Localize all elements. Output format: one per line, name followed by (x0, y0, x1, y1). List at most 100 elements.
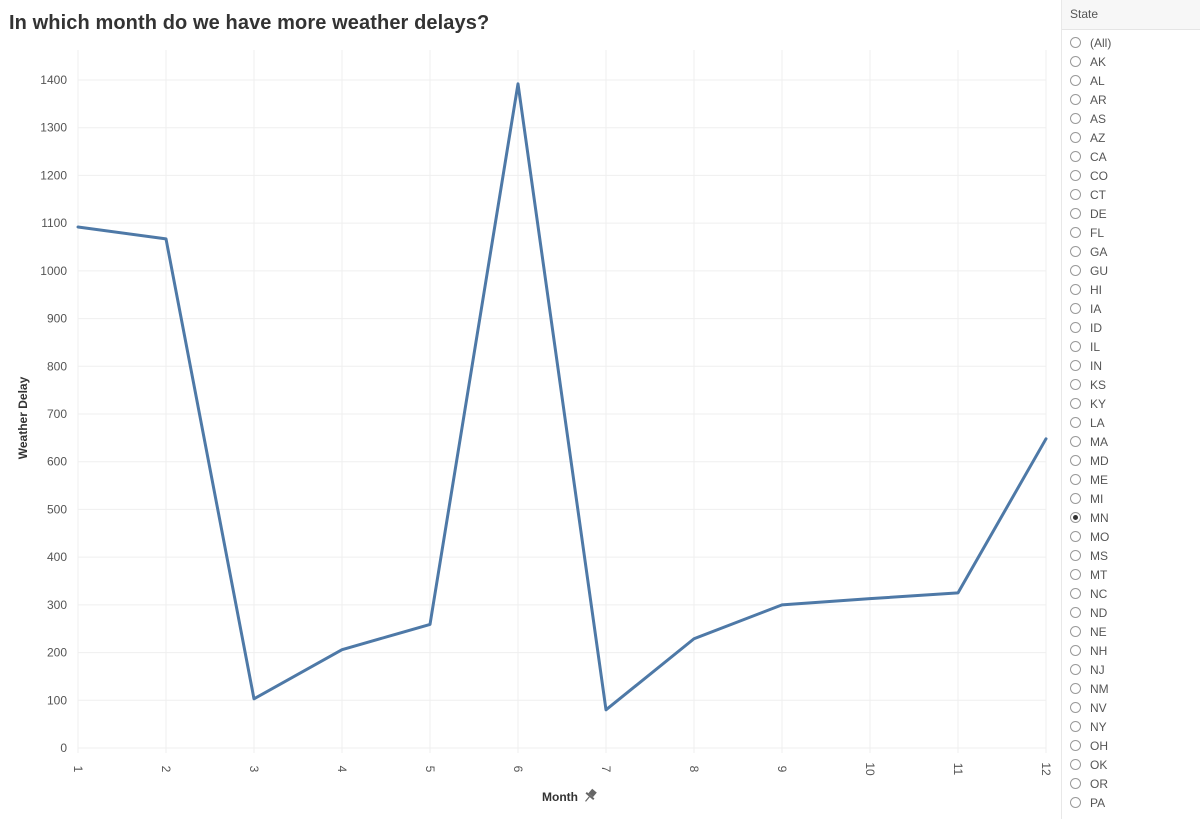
state-option-de[interactable]: DE (1062, 204, 1200, 223)
state-option-ga[interactable]: GA (1062, 242, 1200, 261)
radio-button[interactable] (1070, 56, 1081, 67)
state-option-ms[interactable]: MS (1062, 546, 1200, 565)
radio-button[interactable] (1070, 797, 1081, 808)
state-option-gu[interactable]: GU (1062, 261, 1200, 280)
state-option-ks[interactable]: KS (1062, 375, 1200, 394)
state-option-or[interactable]: OR (1062, 774, 1200, 793)
state-option-nh[interactable]: NH (1062, 641, 1200, 660)
state-option-label: KS (1090, 377, 1107, 392)
radio-button[interactable] (1070, 664, 1081, 675)
radio-button[interactable] (1070, 493, 1081, 504)
radio-button[interactable] (1070, 645, 1081, 656)
radio-button[interactable] (1070, 341, 1081, 352)
state-option-ca[interactable]: CA (1062, 147, 1200, 166)
radio-button[interactable] (1070, 265, 1081, 276)
state-option-ne[interactable]: NE (1062, 622, 1200, 641)
state-option-oh[interactable]: OH (1062, 736, 1200, 755)
radio-button[interactable] (1070, 75, 1081, 86)
state-option-mo[interactable]: MO (1062, 527, 1200, 546)
state-option-ma[interactable]: MA (1062, 432, 1200, 451)
radio-button[interactable] (1070, 569, 1081, 580)
state-option-nd[interactable]: ND (1062, 603, 1200, 622)
radio-button[interactable] (1070, 94, 1081, 105)
state-option-ia[interactable]: IA (1062, 299, 1200, 318)
radio-button[interactable] (1070, 702, 1081, 713)
radio-button[interactable] (1070, 284, 1081, 295)
state-option-nm[interactable]: NM (1062, 679, 1200, 698)
radio-button[interactable] (1070, 474, 1081, 485)
state-option-md[interactable]: MD (1062, 451, 1200, 470)
state-option-label: OH (1090, 738, 1108, 753)
radio-button[interactable] (1070, 37, 1081, 48)
radio-button[interactable] (1070, 113, 1081, 124)
state-option-label: ND (1090, 605, 1108, 620)
state-filter-panel: State (All) AK AL AR AS AZ CA CO CT DE FL GA GU HI IA I… (1061, 0, 1200, 819)
x-axis-title: Month (542, 790, 578, 804)
radio-button[interactable] (1070, 550, 1081, 561)
state-option-pa[interactable]: PA (1062, 793, 1200, 812)
y-tick-label: 300 (47, 598, 67, 612)
radio-button[interactable] (1070, 398, 1081, 409)
radio-button[interactable] (1070, 151, 1081, 162)
state-option-as[interactable]: AS (1062, 109, 1200, 128)
line-chart: 0 100 200 300 400 500 600 700 800 900 1000 1100 1200… (16, 50, 1053, 804)
radio-button[interactable] (1070, 246, 1081, 257)
y-tick-label: 600 (47, 455, 67, 469)
state-option-mi[interactable]: MI (1062, 489, 1200, 508)
radio-button[interactable] (1070, 189, 1081, 200)
radio-button[interactable] (1070, 759, 1081, 770)
radio-button[interactable] (1070, 303, 1081, 314)
radio-button[interactable] (1070, 512, 1081, 523)
y-tick-label: 1100 (41, 216, 67, 230)
state-option-mn[interactable]: MN (1062, 508, 1200, 527)
radio-button[interactable] (1070, 360, 1081, 371)
state-option-label: KY (1090, 396, 1107, 411)
radio-button[interactable] (1070, 379, 1081, 390)
radio-button[interactable] (1070, 531, 1081, 542)
radio-button[interactable] (1070, 607, 1081, 618)
state-option-al[interactable]: AL (1062, 71, 1200, 90)
y-tick-label: 0 (60, 741, 67, 755)
state-option-label: FL (1090, 225, 1105, 240)
state-option-fl[interactable]: FL (1062, 223, 1200, 242)
state-option-id[interactable]: ID (1062, 318, 1200, 337)
radio-button[interactable] (1070, 455, 1081, 466)
state-option-nj[interactable]: NJ (1062, 660, 1200, 679)
state-option-all[interactable]: (All) (1062, 33, 1200, 52)
state-option-ok[interactable]: OK (1062, 755, 1200, 774)
radio-button[interactable] (1070, 740, 1081, 751)
state-option-in[interactable]: IN (1062, 356, 1200, 375)
state-option-ct[interactable]: CT (1062, 185, 1200, 204)
radio-button[interactable] (1070, 132, 1081, 143)
state-option-ky[interactable]: KY (1062, 394, 1200, 413)
state-option-label: NE (1090, 624, 1107, 639)
radio-button[interactable] (1070, 721, 1081, 732)
radio-button[interactable] (1070, 417, 1081, 428)
state-option-me[interactable]: ME (1062, 470, 1200, 489)
radio-button[interactable] (1070, 170, 1081, 181)
radio-button[interactable] (1070, 778, 1081, 789)
state-option-label: MN (1090, 510, 1109, 525)
radio-button[interactable] (1070, 227, 1081, 238)
radio-button[interactable] (1070, 626, 1081, 637)
state-option-ar[interactable]: AR (1062, 90, 1200, 109)
state-option-label: CT (1090, 187, 1106, 202)
state-option-il[interactable]: IL (1062, 337, 1200, 356)
state-option-ny[interactable]: NY (1062, 717, 1200, 736)
state-option-nc[interactable]: NC (1062, 584, 1200, 603)
state-option-nv[interactable]: NV (1062, 698, 1200, 717)
state-option-mt[interactable]: MT (1062, 565, 1200, 584)
radio-button[interactable] (1070, 322, 1081, 333)
state-option-la[interactable]: LA (1062, 413, 1200, 432)
radio-button[interactable] (1070, 588, 1081, 599)
state-option-ak[interactable]: AK (1062, 52, 1200, 71)
state-option-label: MI (1090, 491, 1104, 506)
x-tick-label: 2 (159, 766, 173, 773)
state-option-az[interactable]: AZ (1062, 128, 1200, 147)
state-option-hi[interactable]: HI (1062, 280, 1200, 299)
radio-button[interactable] (1070, 683, 1081, 694)
state-option-label: NC (1090, 586, 1108, 601)
radio-button[interactable] (1070, 436, 1081, 447)
radio-button[interactable] (1070, 208, 1081, 219)
state-option-co[interactable]: CO (1062, 166, 1200, 185)
